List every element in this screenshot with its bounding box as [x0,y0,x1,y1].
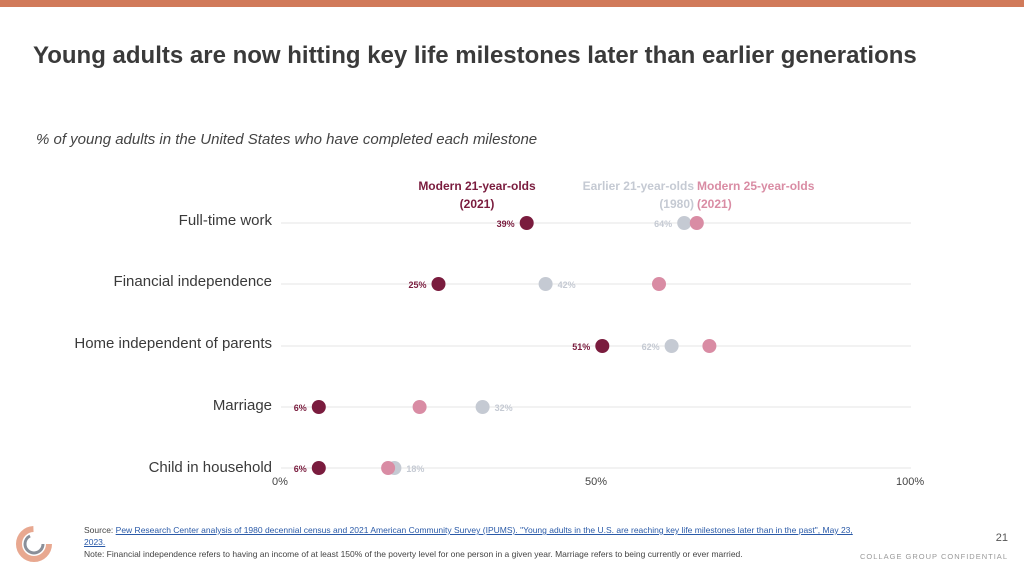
row-label-full-time-work: Full-time work [178,212,272,229]
dot-series0-row4 [311,461,326,475]
x-tick-0: 0% [272,476,288,488]
dot-series0-row0 [519,216,534,230]
dot-series0-row3 [311,400,326,414]
legend-modern-21-line2: (2021) [459,197,495,211]
dot-series2-row4 [381,461,396,475]
legend-earlier-21: Earlier 21-year-olds (1980) [560,177,694,213]
footer-note: Note: Financial independence refers to h… [84,549,743,559]
dot-series2-row3 [412,400,427,414]
dot-series2-row2 [702,339,717,353]
dot-series1-row2 [664,339,679,353]
dot-series1-row1 [538,277,553,291]
top-accent-bar [0,0,1024,7]
dot-series0-row2 [595,339,610,353]
legend-modern-21-line1: Modern 21-year-olds [418,179,536,193]
data-label-series1-row1: 42% [558,280,576,290]
page-title: Young adults are now hitting key life mi… [33,42,917,69]
data-label-series0-row2: 51% [572,342,590,352]
row-label-child-in-household: Child in household [148,459,272,476]
footer-source: Source: Pew Research Center analysis of … [84,524,864,560]
data-label-series1-row3: 32% [495,403,513,413]
data-label-series1-row2: 62% [642,342,660,352]
x-tick-50: 50% [585,476,608,488]
legend-earlier-21-line2: (1980) [659,197,694,211]
legend-earlier-21-line1: Earlier 21-year-olds [582,179,694,193]
dot-series1-row3 [475,400,490,414]
data-label-series1-row4: 18% [406,464,424,474]
collage-logo-icon [16,526,52,562]
dot-series2-row1 [652,277,666,291]
x-tick-100: 100% [896,476,925,488]
dot-series1-row0 [677,216,692,230]
row-label-home-independent: Home independent of parents [74,335,272,352]
chart-subtitle: % of young adults in the United States w… [36,131,538,148]
row-label-financial-independence: Financial independence [113,273,272,290]
source-link[interactable]: Pew Research Center analysis of 1980 dec… [84,525,853,547]
legend-modern-25: Modern 25-year-olds (2021) [697,177,837,213]
dot-series2-row0 [689,216,704,230]
legend-modern-21: Modern 21-year-olds (2021) [406,177,548,213]
data-label-series1-row0: 64% [654,219,672,229]
source-prefix: Source: [84,525,116,535]
data-label-series0-row0: 39% [497,219,515,229]
legend-modern-25-line2: (2021) [697,197,732,211]
legend-modern-25-line1: Modern 25-year-olds [697,179,815,193]
row-label-marriage: Marriage [212,397,272,414]
data-label-series0-row3: 6% [294,403,307,413]
confidential-label: COLLAGE GROUP CONFIDENTIAL [860,552,1008,561]
page-number: 21 [995,532,1008,544]
data-label-series0-row4: 6% [294,464,307,474]
data-label-series0-row1: 25% [408,280,426,290]
dot-series0-row1 [431,277,446,291]
